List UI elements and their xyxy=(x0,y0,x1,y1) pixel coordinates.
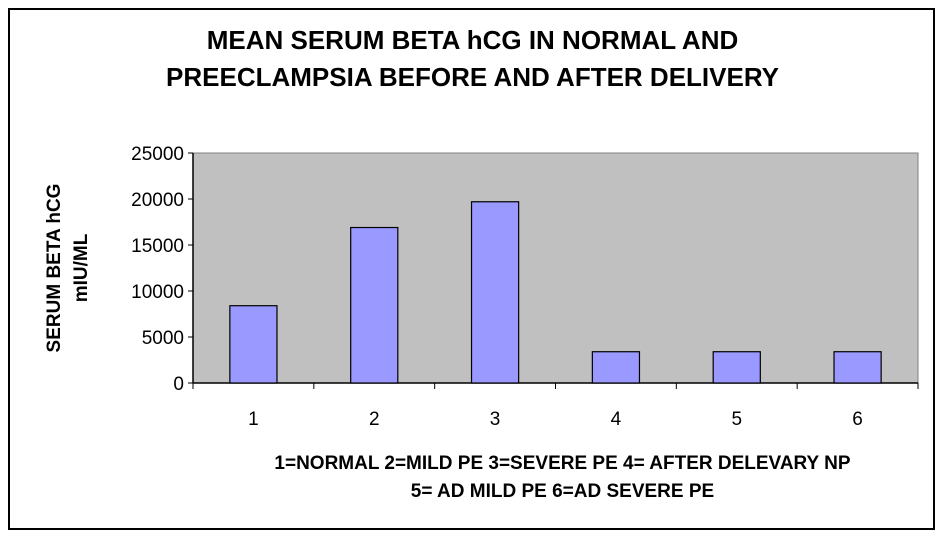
bar-2 xyxy=(350,226,399,384)
chart-title: MEAN SERUM BETA hCG IN NORMAL AND PREECL… xyxy=(0,22,945,96)
x-tick-label: 1 xyxy=(248,409,259,430)
plot-area xyxy=(192,152,919,384)
y-axis: 0 5000 10000 15000 20000 25000 xyxy=(131,144,194,395)
bar-5 xyxy=(712,351,761,384)
x-tick-label: 2 xyxy=(369,409,380,430)
y-tick-label: 15000 xyxy=(131,236,184,257)
y-axis-title-line-1: SERUM BETA hCG xyxy=(44,184,65,353)
chart-title-line-2: PREECLAMPSIA BEFORE AND AFTER DELIVERY xyxy=(166,62,779,92)
y-axis-title: SERUM BETA hCG mIU/ML xyxy=(44,184,92,353)
bar-4 xyxy=(591,351,641,384)
bars xyxy=(229,201,882,384)
x-tick-label: 3 xyxy=(490,409,501,430)
bar-3 xyxy=(470,201,520,384)
y-axis-title-line-2: mIU/ML xyxy=(71,233,92,302)
y-tick-label: 0 xyxy=(173,374,184,395)
chart-title-line-1: MEAN SERUM BETA hCG IN NORMAL AND xyxy=(206,25,739,55)
x-tick-label: 5 xyxy=(731,409,742,430)
x-axis-title: 1=NORMAL 2=MILD PE 3=SEVERE PE 4= AFTER … xyxy=(180,450,945,506)
bar-6 xyxy=(833,351,882,384)
y-tick-label: 25000 xyxy=(131,144,184,165)
x-axis-title-line-1: 1=NORMAL 2=MILD PE 3=SEVERE PE 4= AFTER … xyxy=(274,453,851,474)
y-tick-label: 20000 xyxy=(131,190,184,211)
x-tick-label: 6 xyxy=(852,409,863,430)
bar-1 xyxy=(229,305,278,384)
y-tick-label: 10000 xyxy=(131,282,184,303)
y-tick-label: 5000 xyxy=(142,328,184,349)
x-tick-label: 4 xyxy=(611,409,622,430)
x-axis-title-line-2: 5= AD MILD PE 6=AD SEVERE PE xyxy=(410,481,715,502)
x-axis: 1 2 3 4 5 6 xyxy=(192,382,919,430)
